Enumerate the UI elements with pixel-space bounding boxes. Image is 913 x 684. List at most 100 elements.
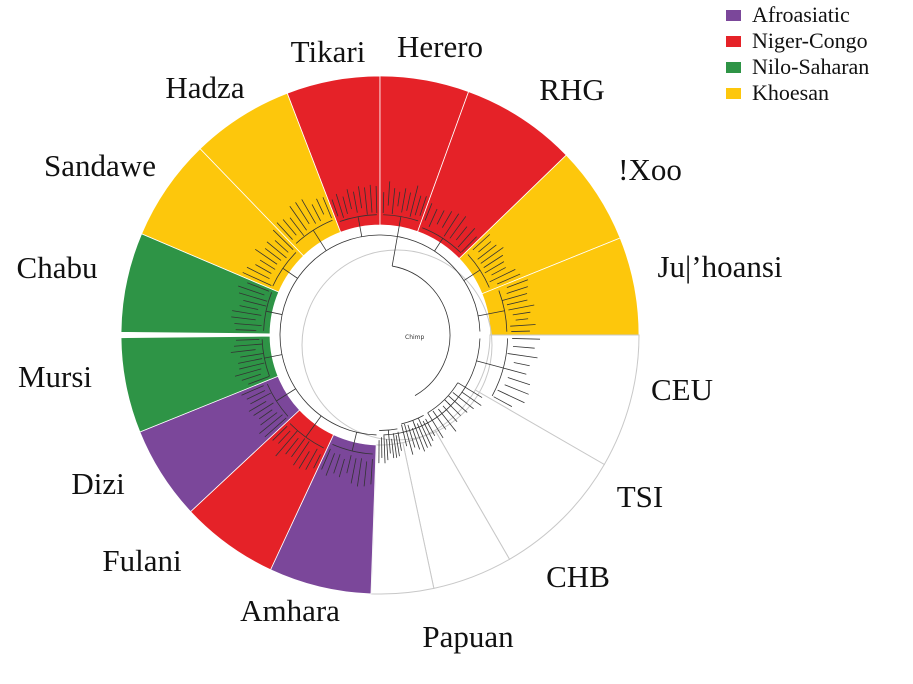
tree-leaf-branch — [513, 362, 530, 367]
tree-leaf-branch — [350, 458, 357, 484]
tree-leaf-branch — [363, 461, 368, 487]
tree-leaf-branch — [502, 293, 528, 301]
tree-leaf-branch — [305, 448, 318, 470]
tree-leaf-branch — [313, 454, 321, 469]
tree-leaf-branch — [289, 205, 307, 231]
tree-leaf-branch — [333, 454, 341, 474]
tree-leaf-branch — [325, 453, 335, 476]
tree-clade-stem — [265, 310, 283, 315]
tree-leaf-branch — [497, 389, 525, 404]
tree-leaf-branch — [457, 382, 483, 398]
tree-leaf-branch — [241, 373, 262, 381]
tree-leaf-branch — [504, 384, 529, 395]
tree-leaf-branch — [383, 435, 386, 464]
tree-clade-stem — [463, 269, 481, 281]
label-amhara: Amhara — [240, 593, 340, 628]
tree-leaf-branch — [510, 324, 536, 327]
tree-leaf-branch — [419, 196, 427, 216]
tree-clade-stem — [412, 420, 417, 429]
tree-leaf-branch — [512, 311, 531, 316]
tree-clade-stem — [444, 399, 451, 406]
legend-label: Afroasiatic — [752, 2, 850, 27]
tree-leaf-branch — [282, 219, 297, 236]
outgroup-label: Chimp — [405, 334, 425, 341]
tree-root-arc — [383, 338, 481, 436]
tree-leaf-branch — [353, 191, 358, 213]
legend-item-nilo-saharan: Nilo-Saharan — [726, 54, 869, 80]
tree-leaf-branch — [424, 203, 433, 221]
tree-leaf-branch — [401, 424, 408, 447]
tree-leaf-branch — [386, 439, 389, 461]
tree-leaf-branch — [235, 339, 260, 341]
tree-leaf-branch — [234, 343, 263, 347]
tree-leaf-branch — [452, 392, 474, 410]
tree-leaf-branch — [382, 192, 385, 213]
tree-leaf-branch — [388, 434, 391, 454]
tree-leaf-branch — [441, 211, 453, 228]
tree-leaf-branch — [455, 226, 468, 241]
tree-leaf-branch — [370, 458, 373, 485]
tree-leaf-branch — [506, 286, 528, 294]
tree-root-arc — [279, 234, 481, 436]
tree-leaf-branch — [432, 410, 447, 430]
swatch-nilo-saharan — [726, 61, 741, 73]
label-chabu: Chabu — [16, 250, 98, 285]
tree-leaf-branch — [242, 272, 272, 286]
label-rhg: RHG — [539, 72, 605, 107]
tree-leaf-branch — [239, 305, 259, 310]
tree-leaf-branch — [391, 438, 395, 459]
tree-leaf-branch — [231, 316, 256, 321]
tree-leaf-branch — [356, 458, 362, 487]
label-sandawe: Sandawe — [44, 148, 156, 183]
tree-leaf-branch — [506, 279, 529, 288]
tree-leaf-branch — [316, 198, 325, 215]
tree-leaf-branch — [240, 353, 264, 358]
label-ceu: CEU — [651, 372, 713, 407]
tree-leaf-branch — [276, 222, 293, 240]
tree-leaf-branch — [484, 261, 505, 274]
label-herero: Herero — [396, 29, 484, 64]
tree-leaf-branch — [235, 329, 257, 331]
tree-leaf-branch — [438, 408, 457, 432]
tree-leaf-branch — [401, 188, 407, 213]
tree-leaf-branch — [493, 396, 513, 407]
tree-leaf-branch — [255, 264, 272, 274]
tree-leaf-branch — [274, 240, 289, 253]
tree-leaf-branch — [243, 299, 267, 307]
tree-leaf-branch — [489, 269, 516, 283]
tree-leaf-branch — [264, 417, 287, 438]
tree-leaf-branch — [503, 367, 527, 375]
tree-leaf-branch — [346, 455, 352, 474]
tree-leaf-branch — [508, 304, 535, 311]
tree-leaf-branch — [258, 409, 273, 420]
tree-leaf-branch — [230, 349, 256, 353]
tree-clade-stem — [434, 238, 444, 252]
tree-leaf-branch — [301, 199, 317, 224]
tree-leaf-branch — [322, 197, 332, 219]
label-xoo: !Xoo — [618, 152, 682, 187]
tree-leaf-branch — [507, 353, 538, 359]
label-dizi: Dizi — [71, 466, 125, 501]
tree-outgroup-arc — [392, 265, 451, 396]
tree-leaf-branch — [246, 390, 266, 400]
tree-leaf-branch — [289, 217, 305, 237]
tree-leaf-branch — [239, 362, 265, 370]
tree-leaf-branch — [497, 273, 521, 285]
tree-leaf-branch — [278, 430, 291, 444]
tree-leaf-branch — [331, 199, 339, 217]
tree-clade-stem — [476, 360, 504, 369]
tree-leaf-branch — [248, 401, 267, 412]
tree-leaf-branch — [425, 418, 436, 437]
wedge-hadza — [199, 92, 342, 257]
tree-leaf-branch — [404, 423, 414, 455]
tree-leaf-branch — [515, 318, 529, 321]
tree-leaf-branch — [295, 202, 310, 225]
tree-leaf-branch — [335, 193, 344, 218]
tree-leaf-branch — [428, 208, 438, 227]
tree-leaf-branch — [358, 186, 363, 209]
tree-clade-stem — [357, 216, 363, 237]
tree-leaf-branch — [507, 377, 531, 386]
tree-leaf-branch — [291, 438, 306, 458]
tree-leaf-branch — [311, 204, 321, 222]
tree-leaf-branch — [477, 244, 497, 260]
